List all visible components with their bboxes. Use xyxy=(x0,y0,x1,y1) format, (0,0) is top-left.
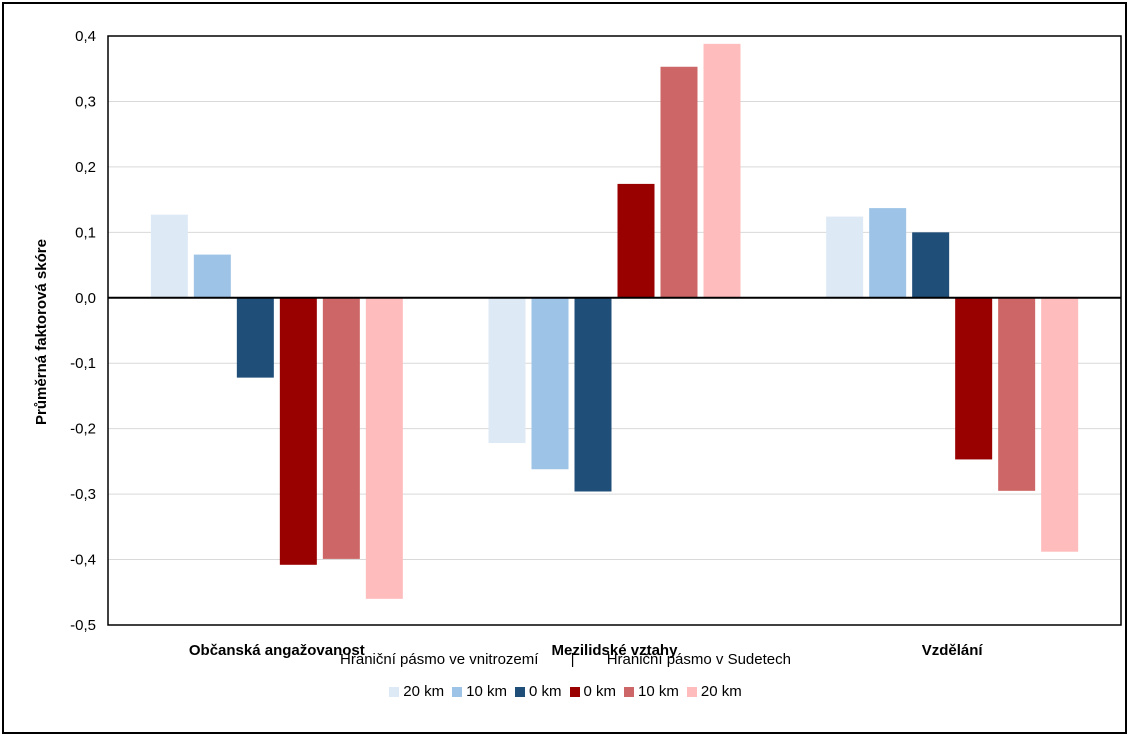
bar xyxy=(150,214,188,298)
category-label: Občanská angažovanost xyxy=(189,642,365,659)
legend-label: 10 km xyxy=(638,683,679,700)
y-axis-title: Průměrná faktorová skóre xyxy=(33,239,50,425)
bar xyxy=(322,297,360,559)
legend-label: 0 km xyxy=(528,683,562,700)
axes xyxy=(107,35,1122,626)
legend-item: 10 km xyxy=(452,683,507,700)
y-tick-label: 0,0 xyxy=(75,290,96,307)
bar xyxy=(912,232,950,298)
y-tick-label: 0,4 xyxy=(75,28,96,45)
legend-swatch xyxy=(514,687,525,697)
y-tick-labels: 0,4 0,3 0,2 0,1 0,0 -0,1 -0,2 -0,3 -0,4 -0,5 xyxy=(70,28,96,634)
y-tick-label: -0,4 xyxy=(70,552,96,569)
bar xyxy=(279,297,317,565)
category-label: Mezilidské vztahy xyxy=(552,642,679,659)
y-tick-label: -0,3 xyxy=(70,486,96,503)
y-tick-label: 0,3 xyxy=(75,93,96,110)
y-tick-label: 0,2 xyxy=(75,159,96,176)
bar xyxy=(531,297,569,470)
bar xyxy=(236,297,274,378)
y-tick-label: -0,1 xyxy=(70,355,96,372)
legend-label: 20 km xyxy=(403,683,445,700)
category-labels: Občanská angažovanost Mezilidské vztahy Vz… xyxy=(189,642,984,659)
legend-swatch xyxy=(452,687,463,697)
bar xyxy=(955,297,993,460)
bar xyxy=(617,183,655,298)
y-tick-label: -0,5 xyxy=(70,617,96,634)
legend-item: 0 km xyxy=(569,683,617,700)
plot-area-border xyxy=(107,35,1122,626)
bar xyxy=(998,297,1036,491)
bar xyxy=(365,297,403,599)
legend-group-labels: Hraniční pásmo ve vnitrozemí | Hraniční … xyxy=(0,651,1131,668)
bar xyxy=(488,297,526,444)
bar xyxy=(193,254,231,298)
category-label: Vzdělání xyxy=(922,642,984,659)
bar xyxy=(703,43,741,298)
bar xyxy=(660,66,698,298)
legend-group-separator: | xyxy=(570,651,575,668)
legend-swatch xyxy=(624,687,635,697)
bar xyxy=(1041,297,1079,552)
legend-item: 20 km xyxy=(389,683,444,700)
y-tick-label: 0,1 xyxy=(75,224,96,241)
legend-item: 10 km xyxy=(624,683,679,700)
legend-label: 0 km xyxy=(583,683,617,700)
legend-label: 10 km xyxy=(466,683,507,700)
legend-label: 20 km xyxy=(700,683,742,700)
legend-item: 20 km xyxy=(686,683,742,700)
y-tick-label: -0,2 xyxy=(70,421,96,438)
legend-item: 0 km xyxy=(514,683,562,700)
legend-group-inland: Hraniční pásmo ve vnitrozemí xyxy=(340,651,539,668)
legend-swatch xyxy=(686,687,697,697)
bar xyxy=(869,208,907,298)
bars xyxy=(150,43,1079,599)
bar xyxy=(574,297,612,492)
legend-group-sudetes: Hraniční pásmo v Sudetech xyxy=(606,651,791,668)
legend: 20 km 10 km 0 km 0 km 10 km 20 km xyxy=(0,683,1131,700)
legend-swatch xyxy=(569,687,580,697)
bar xyxy=(826,216,864,298)
legend-swatch xyxy=(389,687,400,697)
